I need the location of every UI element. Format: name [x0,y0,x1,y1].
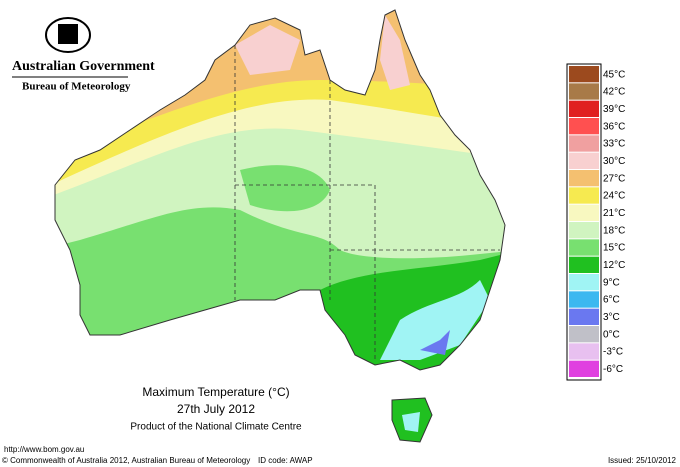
id-code: ID code: AWAP [258,456,313,465]
caption-title: Maximum Temperature (°C) [142,385,289,399]
legend-label: 21°C [603,208,625,219]
copyright: © Commonwealth of Australia 2012, Austra… [2,456,250,465]
legend-swatch [569,152,599,169]
legend-label: 36°C [603,121,625,132]
legend-label: 42°C [603,87,625,98]
legend-frame [566,63,602,381]
legend-swatch [569,170,599,187]
legend-swatch [569,118,599,135]
legend-swatch [569,308,599,325]
legend-label: 45°C [603,69,625,80]
issued: Issued: 25/10/2012 [608,456,677,465]
legend-swatch [569,135,599,152]
crest [45,17,91,53]
government: Australian Government [12,59,155,74]
legend-label: 6°C [603,295,620,306]
legend-label: 9°C [603,277,620,288]
legend-swatch [569,291,599,308]
legend-swatch [569,66,599,83]
legend-swatch [569,343,599,360]
legend-label: -3°C [603,347,623,358]
legend-label: 27°C [603,173,625,184]
legend-swatch [569,256,599,273]
legend-swatch [569,274,599,291]
caption-product: Product of the National Climate Centre [130,422,302,433]
legend-swatch [569,239,599,256]
legend-swatch [569,204,599,221]
legend-swatch [569,326,599,343]
legend-label: 12°C [603,260,625,271]
legend: 45°C 42°C 39°C 36°C 33°C 30°C 27°C 24°C 21°C 18°C… [566,63,625,381]
legend-label: 30°C [603,156,625,167]
tasmania-cold [402,412,420,432]
legend-swatch [569,222,599,239]
legend-swatch [569,360,599,377]
legend-label: 3°C [603,312,620,323]
legend-swatch [569,83,599,100]
legend-label: 24°C [603,191,625,202]
legend-label: 33°C [603,139,625,150]
bureau: Bureau of Meteorology [22,81,131,93]
legend-label: 18°C [603,225,625,236]
legend-label: 39°C [603,104,625,115]
legend-label: 15°C [603,243,625,254]
legend-label: -6°C [603,364,623,375]
url: http://www.bom.gov.au [4,445,84,454]
legend-label: 0°C [603,329,620,340]
caption-date: 27th July 2012 [177,402,255,416]
legend-swatch [569,100,599,117]
legend-swatch [569,187,599,204]
